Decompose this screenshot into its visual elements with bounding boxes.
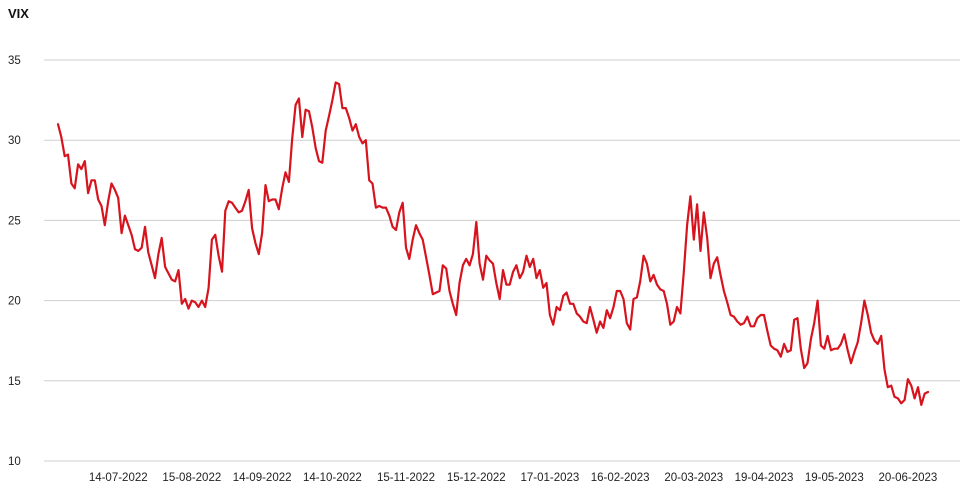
- x-tick-label: 16-02-2023: [591, 472, 650, 484]
- x-tick-labels: 14-07-2022 15-08-2022 14-09-2022 14-10-2022…: [89, 472, 938, 484]
- y-axis-title: VIX: [8, 6, 29, 21]
- x-tick-label: 15-12-2022: [447, 472, 506, 484]
- x-tick-label: 19-05-2023: [805, 472, 864, 484]
- x-tick-label: 20-06-2023: [879, 472, 938, 484]
- series-layer: [56, 81, 930, 406]
- y-tick-label: 15: [8, 376, 21, 388]
- y-tick-label: 25: [8, 215, 21, 227]
- x-tick-label: 14-10-2022: [303, 472, 362, 484]
- x-tick-label: 17-01-2023: [520, 472, 579, 484]
- gridlines: [44, 59, 960, 462]
- x-tick-label: 15-08-2022: [162, 472, 221, 484]
- x-tick-label: 14-09-2022: [233, 472, 292, 484]
- x-tick-label: 14-07-2022: [89, 472, 148, 484]
- y-tick-label: 30: [8, 135, 21, 147]
- x-tick-label: 20-03-2023: [664, 472, 723, 484]
- y-tick-label: 10: [8, 456, 21, 468]
- x-tick-label: 15-11-2022: [377, 472, 435, 484]
- y-tick-label: 35: [8, 55, 21, 67]
- y-tick-labels: 10 15 20 25 30 35: [8, 55, 21, 468]
- vix-series-line: [56, 81, 930, 406]
- y-tick-label: 20: [8, 296, 21, 308]
- x-tick-label: 19-04-2023: [735, 472, 794, 484]
